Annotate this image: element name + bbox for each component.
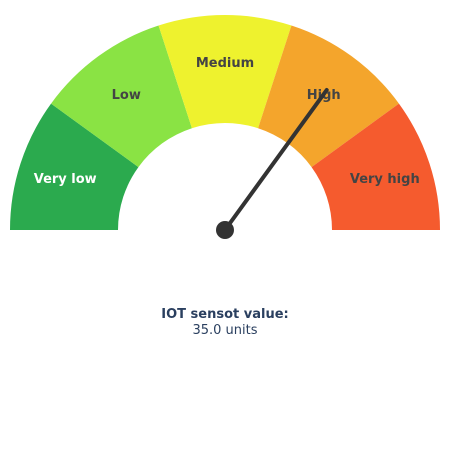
gauge-segment-very-low [10, 103, 139, 230]
gauge-label-medium: Medium [196, 56, 254, 71]
gauge-needle [223, 88, 329, 232]
gauge-segments [10, 15, 440, 230]
gauge-segment-very-high [311, 103, 440, 230]
gauge-needle-hub [216, 221, 234, 239]
sensor-readout-value: 35.0 units [192, 323, 258, 338]
gauge-needle-group [216, 88, 329, 239]
sensor-readout-title: IOT sensot value: [161, 307, 289, 322]
gauge-segment-medium [158, 15, 292, 129]
gauge-segment-high [258, 25, 399, 168]
gauge-segment-low [51, 25, 192, 168]
gauge-label-very-low: Very low [34, 172, 97, 187]
gauge-label-very-high: Very high [350, 172, 420, 187]
gauge-labels: Very lowLowMediumHighVery high [34, 56, 420, 187]
gauge-label-low: Low [112, 88, 141, 103]
